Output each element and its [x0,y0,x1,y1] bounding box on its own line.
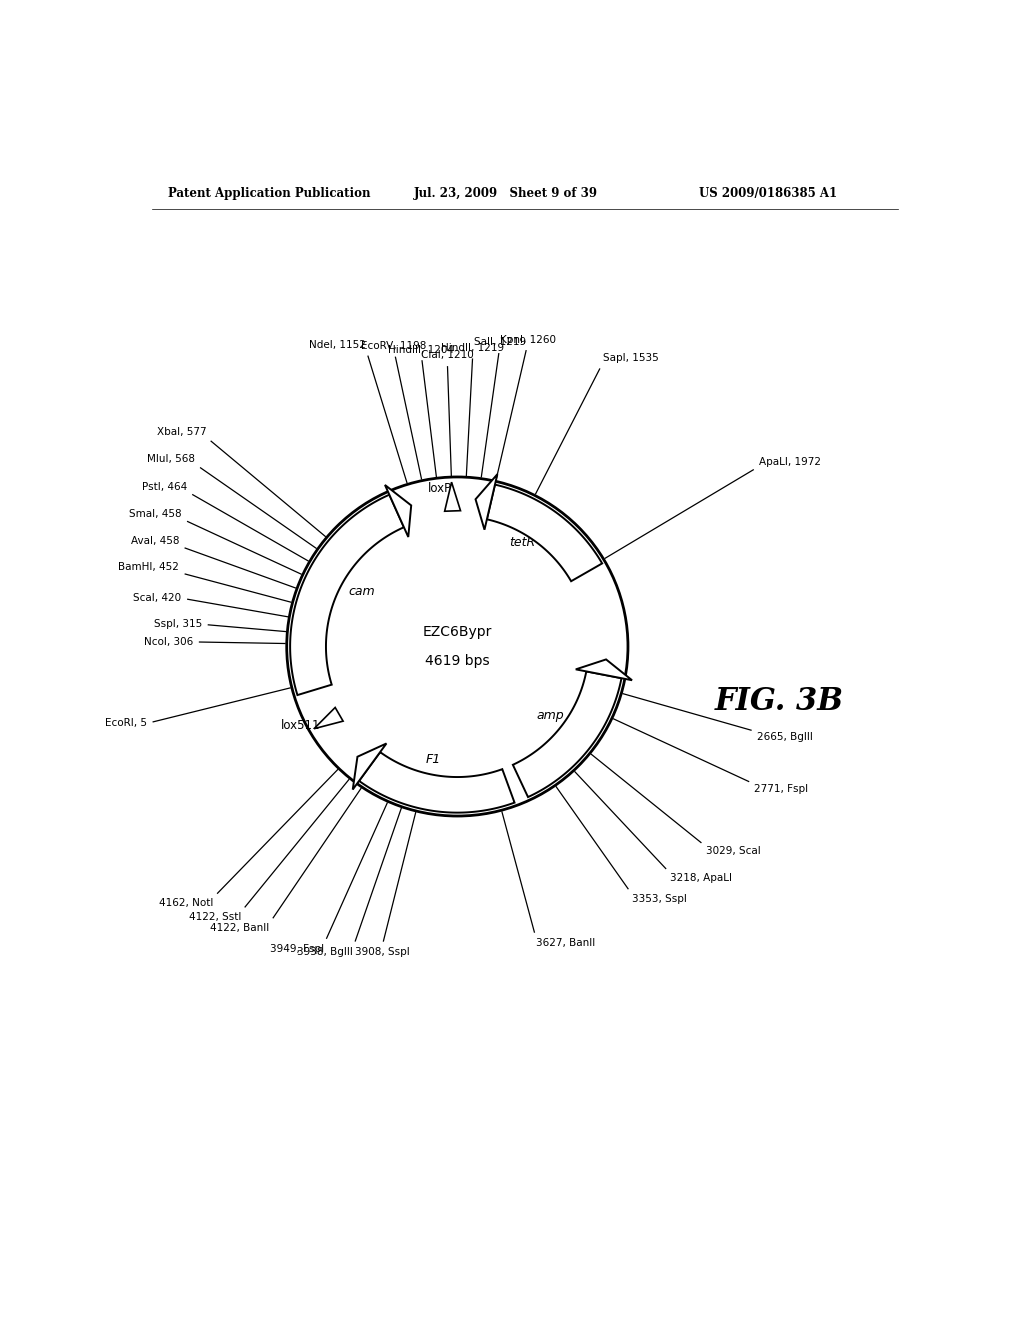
Text: cam: cam [348,585,375,598]
Text: 4619 bps: 4619 bps [425,655,489,668]
Polygon shape [444,482,461,511]
Text: F1: F1 [426,752,441,766]
Text: ApaLI, 1972: ApaLI, 1972 [759,457,820,466]
Text: loxP: loxP [428,482,452,495]
Text: ClaI, 1210: ClaI, 1210 [421,350,474,360]
Text: AvaI, 458: AvaI, 458 [131,536,179,546]
Polygon shape [352,743,386,789]
Text: 3938, BglII: 3938, BglII [297,946,353,957]
Polygon shape [314,708,343,729]
Polygon shape [575,660,632,680]
Text: NcoI, 306: NcoI, 306 [143,638,194,647]
Text: SalI, 1219: SalI, 1219 [473,338,525,347]
Text: lox511: lox511 [281,719,319,731]
Text: SmaI, 458: SmaI, 458 [129,510,182,519]
Text: SapI, 1535: SapI, 1535 [602,354,658,363]
Text: HindII, 1219: HindII, 1219 [441,343,505,352]
Text: KpnI, 1260: KpnI, 1260 [500,334,555,345]
Text: XbaI, 577: XbaI, 577 [157,428,206,437]
Text: 4122, BanII: 4122, BanII [210,923,269,933]
Text: ScaI, 420: ScaI, 420 [133,593,181,603]
Polygon shape [475,474,498,529]
Text: 3029, ScaI: 3029, ScaI [706,846,761,857]
Text: 3353, SspI: 3353, SspI [632,894,686,904]
Text: HindIII, 1204: HindIII, 1204 [388,345,455,355]
Text: 3949, FspI: 3949, FspI [270,944,324,954]
Text: 3908, SspI: 3908, SspI [354,948,410,957]
Text: Jul. 23, 2009   Sheet 9 of 39: Jul. 23, 2009 Sheet 9 of 39 [414,186,598,199]
Text: Patent Application Publication: Patent Application Publication [168,186,371,199]
Text: BamHI, 452: BamHI, 452 [118,562,179,573]
Text: MluI, 568: MluI, 568 [147,454,196,465]
Text: tetR: tetR [509,536,536,549]
Text: 2771, FspI: 2771, FspI [755,784,809,795]
Text: PstI, 464: PstI, 464 [142,482,187,491]
Text: EcoRV, 1198: EcoRV, 1198 [361,341,427,351]
Text: EZC6Bypr: EZC6Bypr [423,624,492,639]
Polygon shape [513,672,622,797]
Text: 2665, BglII: 2665, BglII [757,731,813,742]
Polygon shape [385,484,412,537]
Text: FIG. 3B: FIG. 3B [715,686,843,717]
Polygon shape [359,752,514,813]
Text: amp: amp [537,709,564,722]
Text: 3627, BanII: 3627, BanII [536,939,595,948]
Polygon shape [290,495,403,696]
Text: 4122, SstI: 4122, SstI [188,912,241,921]
Text: NdeI, 1152: NdeI, 1152 [309,341,367,350]
Text: SspI, 315: SspI, 315 [154,619,202,630]
Text: 4162, NotI: 4162, NotI [159,898,213,908]
Text: 3218, ApaLI: 3218, ApaLI [670,873,732,883]
Text: EcoRI, 5: EcoRI, 5 [105,718,147,729]
Polygon shape [486,484,602,581]
Text: US 2009/0186385 A1: US 2009/0186385 A1 [699,186,838,199]
